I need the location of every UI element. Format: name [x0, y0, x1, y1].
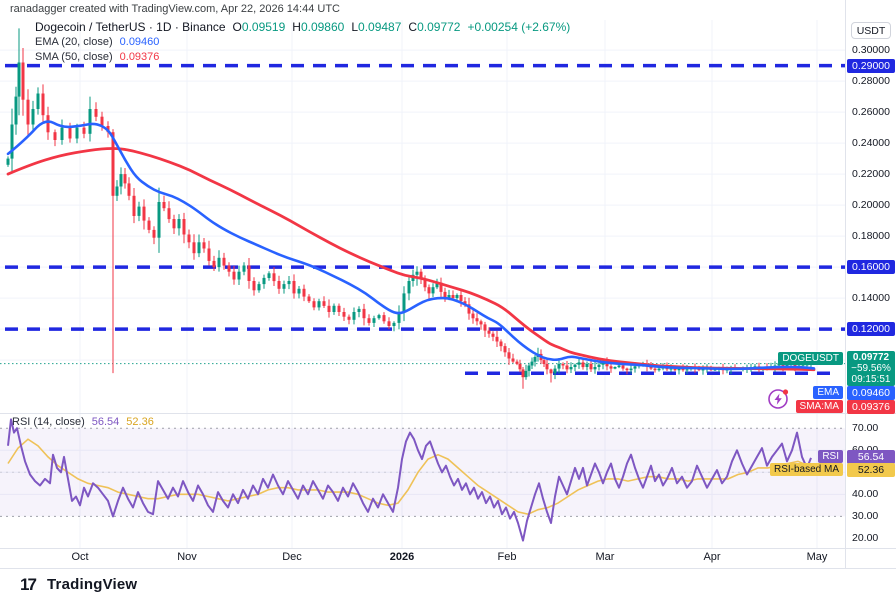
price-tick-label: 0.14000 — [852, 292, 890, 305]
time-axis[interactable]: Oct Nov Dec 2026 Feb Mar Apr May — [0, 549, 845, 568]
last-price-value: 0.09772 — [852, 352, 890, 363]
tradingview-logo-text: TradingView — [47, 575, 138, 593]
tradingview-logo-mark: 17 — [20, 575, 38, 594]
indicator-name-chip: EMA — [813, 386, 843, 399]
tradingview-logo[interactable]: 17 TradingView — [20, 574, 137, 594]
rsi-label: RSI (14, close) — [12, 416, 85, 428]
rsi-tick-label: 20.00 — [852, 532, 879, 545]
low-value: 0.09487 — [358, 20, 402, 34]
sma-label: SMA (50, close) — [35, 51, 113, 63]
indicator-name-chip: RSI — [818, 450, 843, 463]
time-tick-label: Feb — [497, 551, 517, 563]
lightning-icon[interactable] — [766, 386, 792, 412]
sma-value: 0.09376 — [119, 51, 160, 63]
indicator-name-chip: DOGEUSDT — [778, 352, 843, 365]
currency-toggle[interactable]: USDT — [851, 22, 891, 39]
price-level-badge: 0.16000 — [847, 260, 895, 275]
rsi-legend-row[interactable]: RSI (14, close) 56.54 52.36 — [12, 416, 154, 428]
rsi-tick-label: 30.00 — [852, 510, 879, 523]
axis-value-badge: 0.09460 — [847, 386, 895, 400]
time-tick-label: May — [806, 551, 828, 563]
time-tick-label: Oct — [71, 551, 89, 563]
axis-value-badge: 0.09376 — [847, 400, 895, 414]
close-value: 0.09772 — [417, 20, 461, 34]
price-tick-label: 0.30000 — [852, 44, 890, 57]
last-price-change-pct: −59.56% — [851, 363, 891, 374]
axis-value-badge: 52.36 — [847, 463, 895, 477]
time-tick-label: Apr — [703, 551, 721, 563]
price-tick-label: 0.26000 — [852, 106, 890, 119]
bar-close-countdown: 09:15:51 — [851, 374, 891, 385]
svg-text:17: 17 — [20, 575, 36, 594]
rsi-ma-value: 52.36 — [126, 416, 154, 428]
ema-value: 0.09460 — [119, 36, 160, 48]
ema-legend-row[interactable]: EMA (20, close) 0.09460 — [35, 35, 570, 49]
symbol-title: Dogecoin / TetherUS · 1D · Binance — [35, 20, 226, 34]
rsi-tick-label: 40.00 — [852, 488, 879, 501]
last-price-badge: 0.09772 −59.56% 09:15:51 — [847, 351, 895, 386]
rsi-value: 56.54 — [91, 416, 120, 428]
high-value: 0.09860 — [300, 20, 345, 34]
sma-legend-row[interactable]: SMA (50, close) 0.09376 — [35, 50, 570, 64]
price-level-badge: 0.12000 — [847, 322, 895, 337]
time-tick-label: 2026 — [389, 551, 415, 563]
low-key: L — [351, 20, 359, 34]
high-key: H — [292, 20, 301, 34]
open-key: O — [232, 20, 242, 34]
price-tick-label: 0.22000 — [852, 168, 890, 181]
price-tick-label: 0.18000 — [852, 230, 890, 243]
price-tick-label: 0.28000 — [852, 75, 890, 88]
time-tick-label: Nov — [177, 551, 197, 563]
rsi-tick-label: 70.00 — [852, 422, 879, 435]
open-value: 0.09519 — [241, 20, 286, 34]
price-level-badge: 0.29000 — [847, 58, 895, 73]
price-axis[interactable]: USDT 0.30000 0.28000 0.26000 0.24000 0.22000… — [846, 0, 896, 568]
ema-label: EMA (20, close) — [35, 36, 113, 48]
indicator-name-chip: RSI-based MA — [769, 463, 843, 476]
close-key: C — [408, 20, 418, 34]
time-tick-label: Mar — [595, 551, 615, 563]
price-tick-label: 0.24000 — [852, 137, 890, 150]
price-tick-label: 0.20000 — [852, 199, 890, 212]
change-value: +0.00254 (+2.67%) — [467, 20, 571, 34]
chart-legend: Dogecoin / TetherUS · 1D · Binance O0.095… — [35, 20, 570, 64]
attribution-text: ranadagger created with TradingView.com,… — [10, 3, 340, 15]
symbol-legend-row[interactable]: Dogecoin / TetherUS · 1D · Binance O0.095… — [35, 20, 570, 34]
indicator-name-chip: SMA:MA — [795, 400, 843, 413]
axis-value-badge: 56.54 — [847, 450, 895, 464]
time-tick-label: Dec — [282, 551, 302, 563]
